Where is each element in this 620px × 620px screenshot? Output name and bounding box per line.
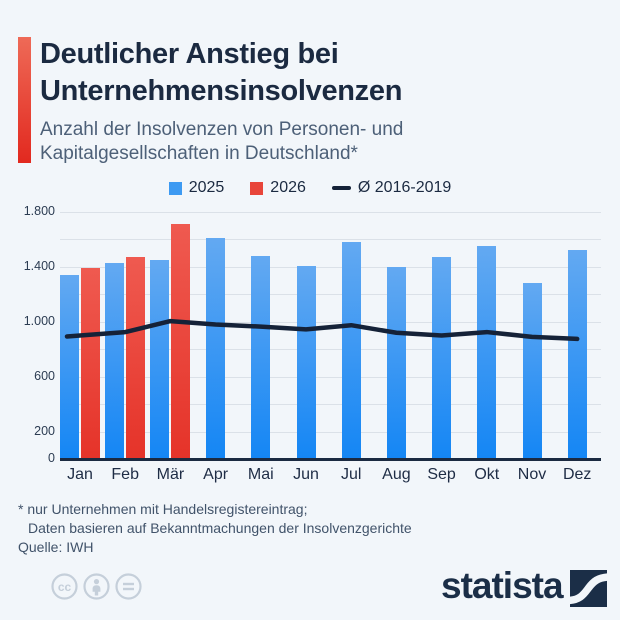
legend-swatch-blue: [168, 181, 182, 195]
bar-2025-Sep: [432, 257, 452, 459]
subtitle-line-1: Anzahl der Insolvenzen von Personen- und: [40, 119, 404, 140]
bar-2025-Mär: [150, 260, 170, 459]
bar-2026-Mär: [171, 224, 191, 459]
x-tick-label-Aug: Aug: [382, 466, 411, 483]
y-tick-label-600: 600: [34, 368, 55, 383]
x-axis-line: [60, 458, 601, 461]
x-tick-label-Jan: Jan: [67, 466, 93, 483]
statista-logo-text: statista: [441, 565, 564, 606]
legend-item-average: Ø 2016-2019: [331, 179, 452, 197]
bar-2025-Dez: [567, 250, 587, 459]
cc-license-icon: cc: [51, 573, 78, 600]
statista-logo-icon: [570, 570, 607, 607]
chart-legend: 2025 2026 Ø 2016-2019: [0, 179, 620, 197]
bar-2025-Jun: [296, 265, 316, 459]
bar-2026-Jan: [81, 268, 100, 459]
legend-item-2025: 2025: [168, 179, 225, 197]
x-tick-label-Okt: Okt: [474, 466, 500, 483]
x-tick-label-Apr: Apr: [203, 466, 229, 483]
legend-swatch-red: [250, 181, 264, 195]
gridline-600: [60, 376, 601, 378]
footnote-line-2: Daten basieren auf Bekanntmachungen der …: [28, 520, 412, 536]
x-tick-label-Feb: Feb: [111, 466, 139, 483]
x-tick-label-Sep: Sep: [427, 466, 456, 483]
y-tick-label-0: 0: [48, 451, 55, 465]
source-label: Quelle: IWH: [18, 539, 94, 555]
gridline-400: [60, 404, 601, 406]
bar-2025-Nov: [522, 283, 542, 459]
x-tick-label-Jul: Jul: [340, 466, 362, 483]
bar-2025-Apr: [206, 238, 226, 459]
bar-2025-Jul: [341, 242, 361, 459]
legend-label-average: Ø 2016-2019: [357, 179, 452, 196]
bar-2026-Feb: [126, 257, 146, 459]
y-tick-label-200: 200: [34, 423, 55, 438]
red-accent-bar: [18, 37, 31, 163]
legend-label-2026: 2026: [270, 179, 306, 196]
bar-2025-Okt: [477, 246, 497, 459]
x-tick-label-Jun: Jun: [293, 466, 319, 483]
legend-dash-icon: [331, 185, 351, 191]
license-icons: cc: [51, 573, 142, 600]
y-tick-label-1000: 1.000: [23, 313, 55, 328]
y-tick-label-1800: 1.800: [23, 204, 55, 218]
bar-2025-Aug: [386, 266, 406, 459]
gridline-1800: [60, 212, 601, 213]
y-tick-label-1400: 1.400: [23, 258, 55, 273]
subtitle-line-2: Kapitalgesellschaften in Deutschland*: [40, 143, 358, 164]
title-line-2: Unternehmensinsolvenzen: [40, 75, 403, 107]
bar-2025-Jan: [60, 275, 79, 459]
bar-2025-Mai: [251, 255, 271, 459]
page-title: Deutlicher Anstieg bei Unternehmensinsol…: [40, 36, 402, 110]
chart-subtitle: Anzahl der Insolvenzen von Personen- und…: [40, 118, 403, 166]
footnote-line-1: * nur Unternehmen mit Handelsregisterein…: [18, 501, 308, 517]
gridline-800: [60, 349, 601, 351]
equal-sign-icon: [115, 573, 142, 600]
gridline-1400: [60, 266, 601, 268]
title-line-1: Deutlicher Anstieg bei: [40, 38, 339, 70]
x-tick-label-Mai: Mai: [247, 466, 274, 483]
bar-2025-Feb: [105, 262, 125, 459]
x-tick-label-Dez: Dez: [562, 466, 592, 483]
gridline-1200: [60, 294, 601, 296]
attribution-icon: [83, 573, 110, 600]
legend-item-2026: 2026: [250, 179, 306, 197]
x-tick-label-Mär: Mär: [156, 466, 185, 483]
legend-label-2025: 2025: [188, 179, 225, 196]
gridline-1600: [60, 239, 601, 241]
svg-text:cc: cc: [58, 580, 72, 594]
gridline-200: [60, 431, 601, 433]
x-tick-label-Nov: Nov: [517, 466, 547, 483]
